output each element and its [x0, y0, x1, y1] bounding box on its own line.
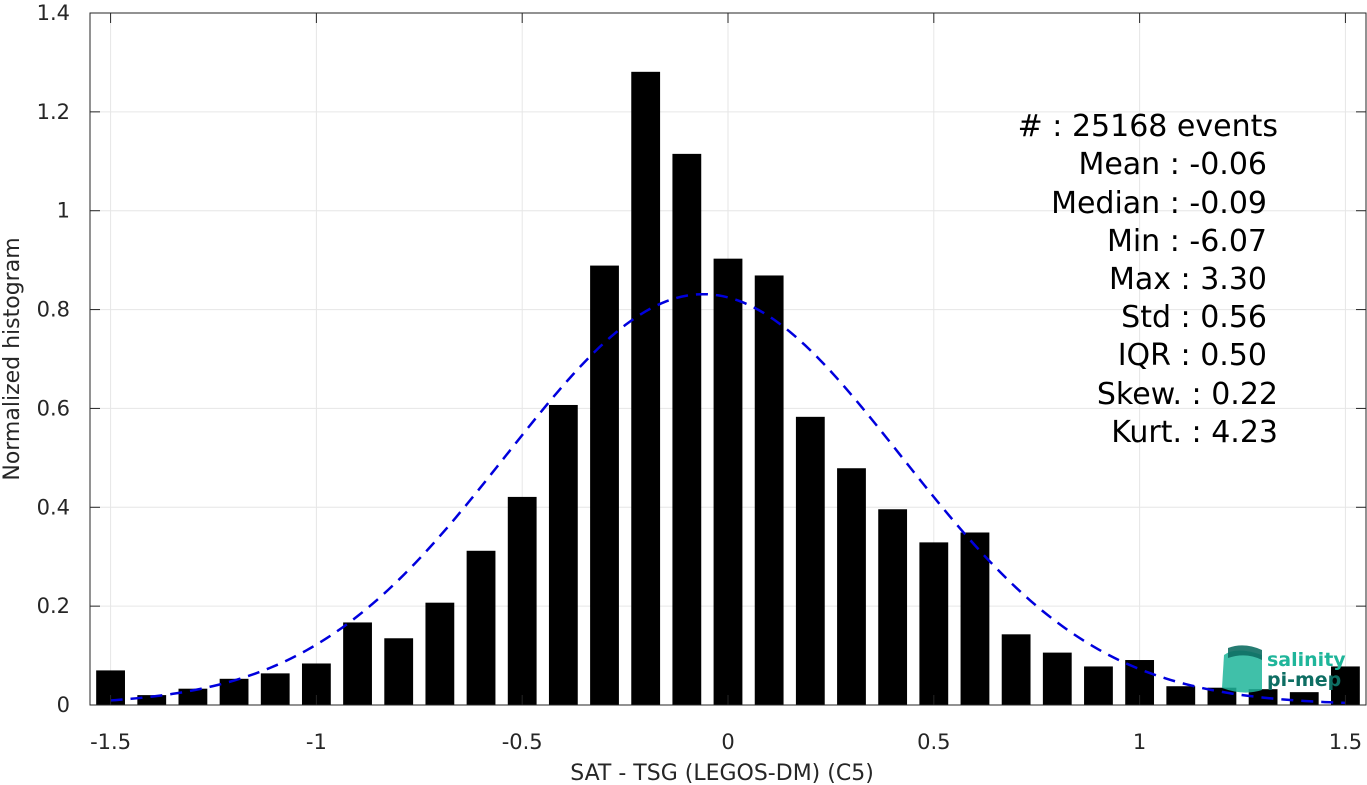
histogram-bar — [343, 622, 372, 705]
logo-text-salinity: salinity — [1267, 649, 1346, 671]
histogram-bar — [260, 673, 290, 705]
histogram-bar — [713, 258, 743, 705]
histogram-bar — [137, 695, 167, 705]
histogram-bar — [1001, 634, 1031, 705]
x-tick-label: 0.5 — [917, 730, 950, 754]
histogram-bar — [795, 416, 825, 705]
salinity-pimep-logo: salinity pi-mep — [1222, 645, 1346, 693]
stat-kurt: Kurt. : 4.23 — [1111, 415, 1278, 450]
logo-wave-icon — [1222, 650, 1262, 693]
histogram-bar — [878, 509, 908, 705]
stat-count: # : 25168 events — [1018, 109, 1278, 144]
y-tick-label: 1.4 — [37, 1, 70, 25]
y-axis-title: Normalized histogram — [0, 237, 25, 480]
y-tick-label: 1.2 — [37, 100, 70, 124]
histogram-bar — [960, 532, 990, 705]
logo-wave-icon-back — [1228, 645, 1262, 660]
histogram-bar — [919, 542, 949, 705]
x-tick-label: 1 — [1133, 730, 1146, 754]
stat-std: Std : 0.56 — [1121, 300, 1267, 335]
histogram-bar — [754, 275, 784, 705]
y-tick-label: 0.4 — [37, 495, 70, 519]
x-tick-label: 1.5 — [1329, 730, 1362, 754]
histogram-bar — [384, 638, 414, 705]
x-tick-label: -1 — [306, 730, 327, 754]
histogram-bar — [507, 496, 537, 705]
y-tick-label: 0 — [57, 693, 70, 717]
histogram-bar — [672, 153, 702, 705]
x-tick-label: -0.5 — [502, 730, 543, 754]
histogram-bar — [837, 468, 866, 705]
stat-mean: Mean : -0.06 — [1078, 147, 1267, 182]
x-axis-title: SAT - TSG (LEGOS-DM) (C5) — [570, 761, 874, 785]
histogram-bar — [1042, 652, 1072, 705]
y-tick-labels: 0 0.2 0.4 0.6 0.8 1 1.2 1.4 — [37, 1, 70, 717]
histogram-bar — [548, 404, 578, 705]
stat-skew: Skew. : 0.22 — [1097, 377, 1278, 412]
axis-ticks — [90, 12, 1366, 706]
histogram-bar — [631, 71, 661, 705]
stat-median: Median : -0.09 — [1051, 186, 1267, 221]
y-tick-label: 1 — [57, 199, 70, 223]
x-tick-labels: -1.5 -1 -0.5 0 0.5 1 1.5 — [90, 730, 1362, 754]
logo-text-pimep: pi-mep — [1267, 669, 1341, 691]
y-tick-label: 0.8 — [37, 298, 70, 322]
statistics-annotation: # : 25168 events Mean : -0.06 Median : -… — [1018, 109, 1278, 450]
x-tick-label: 0 — [721, 730, 734, 754]
histogram-bar — [590, 265, 619, 705]
histogram-bar — [466, 550, 496, 705]
stat-min: Min : -6.07 — [1107, 224, 1267, 259]
stat-iqr: IQR : 0.50 — [1118, 338, 1267, 373]
x-tick-label: -1.5 — [90, 730, 131, 754]
stat-max: Max : 3.30 — [1109, 262, 1267, 297]
histogram-bar — [1084, 666, 1113, 705]
histogram-bar — [425, 602, 455, 705]
histogram-bar — [178, 688, 208, 705]
y-tick-label: 0.6 — [37, 396, 70, 420]
histogram-bar — [1166, 686, 1196, 705]
histogram-bar — [219, 678, 249, 705]
histogram-bars — [96, 71, 1360, 705]
histogram-bar — [1289, 692, 1319, 705]
y-tick-label: 0.2 — [37, 594, 70, 618]
